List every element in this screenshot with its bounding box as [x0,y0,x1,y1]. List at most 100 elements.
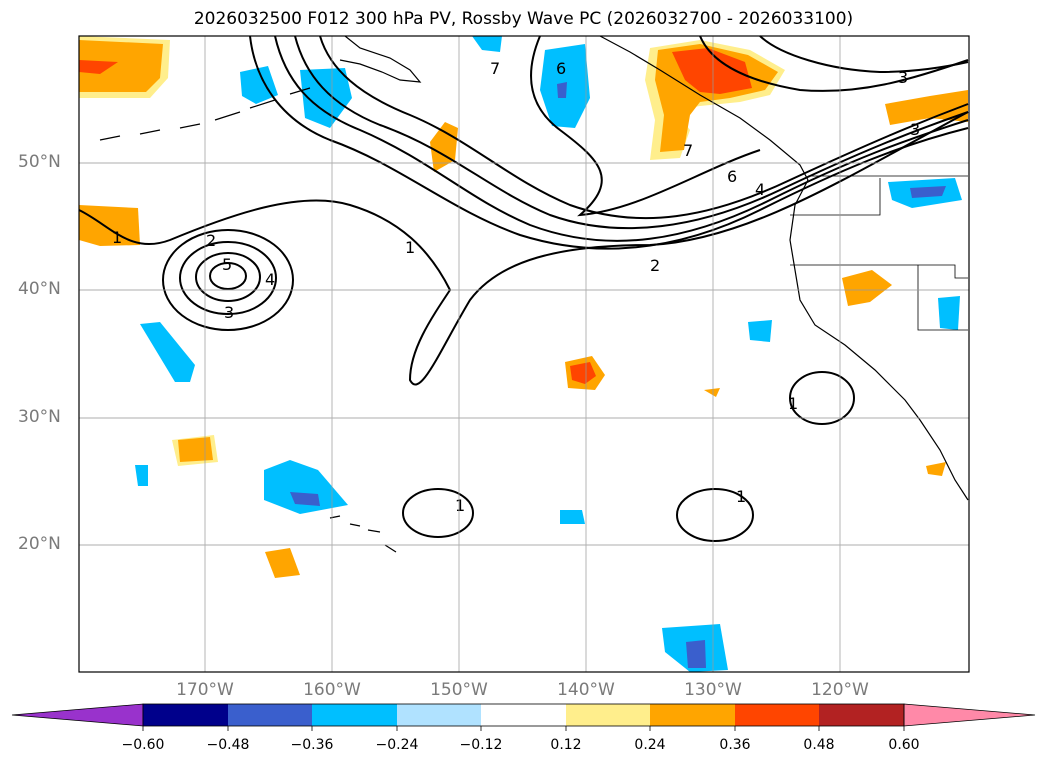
negative-anomaly [938,296,960,330]
contour-label: 2 [650,256,660,275]
borders [790,175,968,331]
contour-label: 1 [112,228,122,247]
contour-line [294,35,969,230]
contour-label: 1 [405,238,415,257]
colorbar-extend-max [903,703,1036,727]
colorbar [11,703,1036,731]
colorbar-tick-label: −0.48 [206,737,250,753]
positive-anomalies [79,36,968,578]
oregon-border [790,178,881,216]
colorbar-tick-label: 0.24 [634,737,666,753]
contour-label: 1 [455,496,465,515]
contour-label: 3 [898,68,908,87]
positive-anomaly [79,205,140,246]
negative-anomaly [472,36,502,52]
nevada-border [917,265,968,331]
contour-label: 3 [224,303,234,322]
lon-label-130w: 130°W [684,680,742,700]
contour-line [759,35,969,74]
negative-anomaly [557,82,567,98]
positive-anomaly [885,90,968,125]
positive-anomaly [79,40,163,92]
colorbar-bin [819,704,904,726]
contour-line [699,35,969,92]
contour-line [179,241,277,315]
negative-anomaly [748,320,772,342]
positive-anomaly [704,388,720,397]
colorbar-tick-label: −0.12 [459,737,503,753]
contour-label: 3 [910,120,920,139]
negative-anomaly [560,510,585,524]
positive-anomaly [79,60,118,74]
lon-label-120w: 120°W [811,680,869,700]
positive-anomaly [842,270,892,306]
alaska-coast [339,35,422,83]
colorbar-bin [143,704,228,726]
colorbar-bin [735,704,819,726]
colorbar-tick-label: 0.12 [550,737,582,753]
contour-line [274,35,969,242]
contours [78,35,969,542]
contour-label: 4 [755,180,765,199]
lat-label-40n: 40°N [18,279,61,299]
us-west-coast [789,179,969,501]
contour-line [78,111,969,386]
contour-label: 2 [206,231,216,250]
negative-anomaly [300,68,352,128]
colorbar-tick-label: −0.60 [121,737,165,753]
contour-label: 1 [736,487,746,506]
hawaii-islands [329,515,397,553]
positive-anomaly [926,462,946,476]
contour-label: 6 [556,59,566,78]
aleutian-islands [99,87,311,141]
lon-label-160w: 160°W [303,680,361,700]
bc-coast [599,35,809,181]
colorbar-bin [481,704,566,726]
contour-labels: 1 2 5 4 3 1 2 4 6 7 7 6 3 3 1 1 1 [112,59,920,515]
lon-label-150w: 150°W [430,680,488,700]
colorbar-tick-label: −0.24 [375,737,419,753]
lat-label-20n: 20°N [18,534,61,554]
colorbar-tick-label: 0.60 [888,737,920,753]
colorbar-bin [312,704,397,726]
negative-anomaly [686,640,706,668]
colorbar-tick-label: −0.36 [290,737,334,753]
contour-label: 6 [727,167,737,186]
contour-label: 7 [683,141,693,160]
positive-anomaly [178,437,213,462]
contour-line [676,488,754,542]
colorbar-bin [228,704,312,726]
negative-anomaly [910,186,946,198]
colorbar-bin [566,704,650,726]
contour-line [209,262,247,290]
lon-label-140w: 140°W [557,680,615,700]
colorbar-bin [650,704,735,726]
california-border [790,264,968,279]
lat-label-30n: 30°N [18,407,61,427]
colorbar-bin [397,704,481,726]
colorbar-tick-label: 0.36 [719,737,751,753]
contour-line [319,35,969,220]
colorbar-extend-min [11,703,144,727]
contour-label: 7 [490,59,500,78]
lat-label-50n: 50°N [18,152,61,172]
contour-line [789,371,855,425]
coastlines [99,35,969,553]
positive-anomaly [265,548,300,578]
contour-line [530,35,761,217]
negative-anomaly [135,465,148,486]
colorbar-tick-label: 0.48 [803,737,835,753]
contour-line [402,488,474,538]
chart-title: 2026032500 F012 300 hPa PV, Rossby Wave … [193,9,854,29]
contour-line [195,252,261,302]
contour-label: 1 [788,394,798,413]
contour-line [162,229,294,331]
contour-line [249,35,969,250]
contour-label: 4 [265,270,275,289]
lon-label-170w: 170°W [176,680,234,700]
negative-anomaly [240,66,278,104]
contour-label: 5 [222,255,232,274]
negative-anomalies [135,36,962,672]
map-frame [79,36,969,672]
